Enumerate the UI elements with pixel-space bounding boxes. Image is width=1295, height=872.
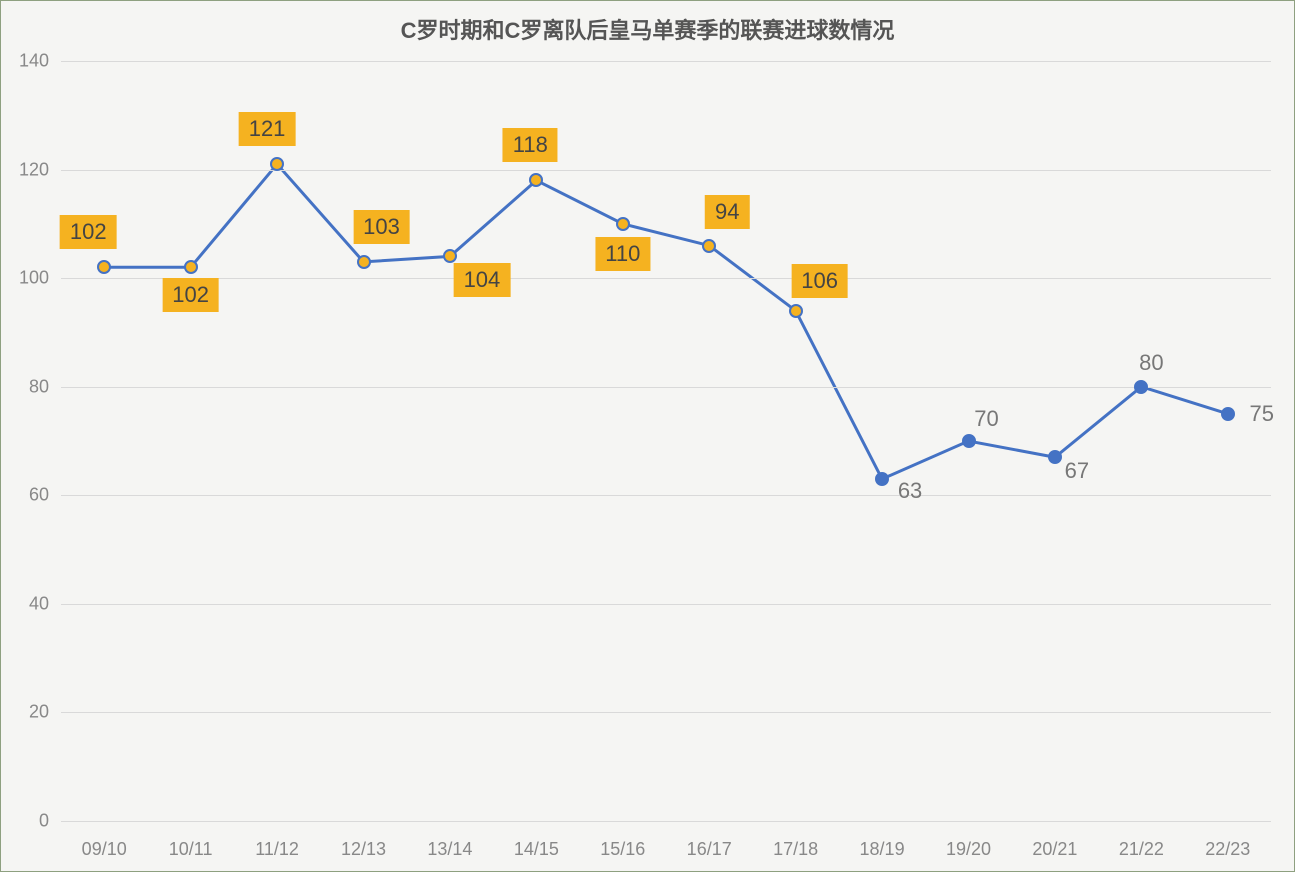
line-svg bbox=[61, 61, 1271, 821]
y-axis-label: 0 bbox=[9, 811, 49, 832]
data-label: 110 bbox=[595, 237, 650, 271]
data-marker bbox=[789, 304, 803, 318]
plot-area: 102 102 121 103 104 118 110 94 106 63 70 67 80 75 bbox=[61, 61, 1271, 821]
chart-container: C罗时期和C罗离队后皇马单赛季的联赛进球数情况 1021021211031041… bbox=[0, 0, 1295, 872]
data-marker bbox=[529, 173, 543, 187]
x-axis-label: 22/23 bbox=[1205, 839, 1250, 860]
gridline bbox=[61, 170, 1271, 171]
data-marker bbox=[702, 239, 716, 253]
data-marker bbox=[875, 472, 889, 486]
data-label: 102 bbox=[162, 278, 219, 312]
x-axis-label: 21/22 bbox=[1119, 839, 1164, 860]
data-label: 121 bbox=[239, 112, 296, 146]
data-marker bbox=[357, 255, 371, 269]
y-axis-label: 40 bbox=[9, 593, 49, 614]
data-marker bbox=[97, 260, 111, 274]
x-axis-label: 11/12 bbox=[255, 839, 299, 860]
data-marker bbox=[270, 157, 284, 171]
data-label: 103 bbox=[353, 210, 410, 244]
y-axis-label: 20 bbox=[9, 702, 49, 723]
gridline bbox=[61, 495, 1271, 496]
x-axis-label: 12/13 bbox=[341, 839, 386, 860]
gridline bbox=[61, 387, 1271, 388]
data-label: 80 bbox=[1139, 350, 1163, 376]
x-axis-label: 14/15 bbox=[514, 839, 559, 860]
gridline bbox=[61, 61, 1271, 62]
data-label: 118 bbox=[503, 128, 558, 162]
x-axis-label: 13/14 bbox=[427, 839, 472, 860]
data-marker bbox=[616, 217, 630, 231]
x-axis-label: 15/16 bbox=[600, 839, 645, 860]
x-axis-label: 09/10 bbox=[82, 839, 127, 860]
gridline bbox=[61, 278, 1271, 279]
data-marker bbox=[1221, 407, 1235, 421]
data-label: 104 bbox=[454, 263, 511, 297]
data-marker bbox=[1048, 450, 1062, 464]
data-marker bbox=[962, 434, 976, 448]
y-axis-label: 80 bbox=[9, 376, 49, 397]
y-axis-label: 100 bbox=[9, 268, 49, 289]
x-axis-label: 17/18 bbox=[773, 839, 818, 860]
data-label: 75 bbox=[1250, 401, 1274, 427]
data-marker bbox=[443, 249, 457, 263]
data-label: 106 bbox=[791, 264, 848, 298]
x-axis-label: 18/19 bbox=[860, 839, 905, 860]
data-label: 63 bbox=[898, 478, 922, 504]
chart-title: C罗时期和C罗离队后皇马单赛季的联赛进球数情况 bbox=[1, 13, 1294, 45]
x-axis-label: 16/17 bbox=[687, 839, 732, 860]
data-label: 67 bbox=[1065, 458, 1089, 484]
data-marker bbox=[1134, 380, 1148, 394]
data-label: 94 bbox=[705, 195, 749, 229]
data-label: 70 bbox=[974, 406, 998, 432]
x-axis-label: 19/20 bbox=[946, 839, 991, 860]
x-axis-label: 10/11 bbox=[169, 839, 213, 860]
gridline bbox=[61, 604, 1271, 605]
data-label: 102 bbox=[60, 215, 117, 249]
data-marker bbox=[184, 260, 198, 274]
y-axis-label: 140 bbox=[9, 51, 49, 72]
series-line bbox=[104, 164, 1228, 479]
gridline bbox=[61, 821, 1271, 822]
y-axis-label: 60 bbox=[9, 485, 49, 506]
x-axis-label: 20/21 bbox=[1032, 839, 1077, 860]
y-axis-label: 120 bbox=[9, 159, 49, 180]
gridline bbox=[61, 712, 1271, 713]
